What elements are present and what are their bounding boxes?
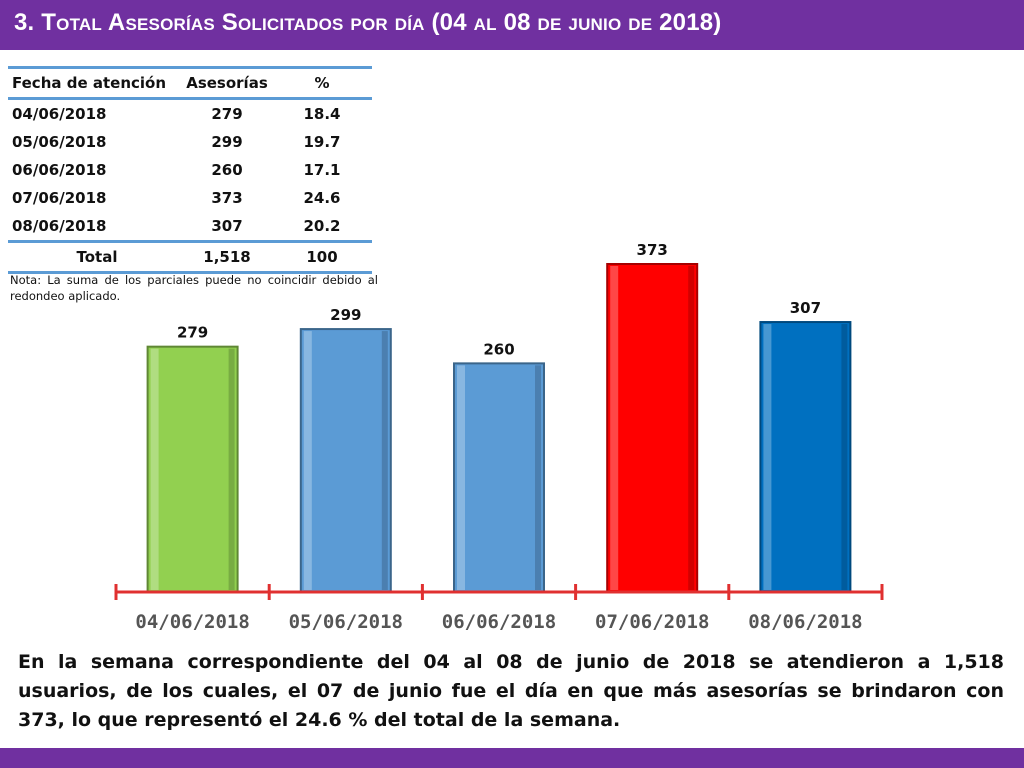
- data-table: Fecha de atención Asesorías % 04/06/2018…: [8, 66, 372, 274]
- bar: [759, 321, 852, 593]
- header-percent: %: [314, 74, 330, 92]
- bar-shadow: [841, 324, 848, 590]
- cell-date: 04/06/2018: [12, 105, 107, 123]
- summary-paragraph: En la semana correspondiente del 04 al 0…: [18, 651, 1004, 731]
- cell-count: 279: [211, 105, 243, 123]
- total-label: Total: [76, 248, 118, 266]
- x-tick-label: 08/06/2018: [748, 611, 862, 633]
- cell-date: 07/06/2018: [12, 189, 107, 207]
- bar-group: [453, 362, 545, 593]
- cell-percent: 19.7: [303, 133, 341, 151]
- bar-shadow: [228, 348, 235, 590]
- cell-percent: 18.4: [303, 105, 341, 123]
- cell-count: 299: [211, 133, 243, 151]
- cell-count: 260: [211, 161, 243, 179]
- bar-shadow: [535, 365, 541, 590]
- bar: [299, 328, 392, 593]
- cell-count: 307: [211, 217, 243, 235]
- table-row: 05/06/2018 299 19.7: [8, 128, 372, 156]
- bar-highlight: [763, 324, 772, 590]
- total-percent: 100: [306, 248, 338, 266]
- bar: [146, 345, 239, 593]
- header-fecha: Fecha de atención: [12, 74, 167, 92]
- bar: [453, 362, 545, 593]
- total-count: 1,518: [203, 248, 251, 266]
- bar-highlight: [303, 331, 312, 590]
- cell-date: 05/06/2018: [12, 133, 107, 151]
- cell-count: 373: [211, 189, 243, 207]
- table-note: Nota: La suma de los parciales puede no …: [10, 273, 378, 303]
- x-tick-label: 04/06/2018: [135, 611, 249, 633]
- table-row: 08/06/2018 307 20.2: [8, 212, 372, 242]
- bar-highlight: [457, 365, 465, 590]
- bar-group: [299, 328, 392, 593]
- cell-percent: 17.1: [303, 161, 341, 179]
- table-row: 06/06/2018 260 17.1: [8, 156, 372, 184]
- data-label: 299: [330, 306, 361, 324]
- bar-group: [606, 263, 699, 593]
- data-label: 279: [177, 324, 208, 342]
- data-label: 373: [637, 241, 668, 259]
- table-header-row: Fecha de atención Asesorías %: [8, 67, 372, 99]
- x-tick-label: 07/06/2018: [595, 611, 709, 633]
- bar: [606, 263, 699, 593]
- bar-shadow: [688, 266, 695, 590]
- cell-percent: 24.6: [303, 189, 341, 207]
- bar-group: [146, 345, 239, 593]
- title-banner: 3. Total Asesorías Solicitados por día (…: [0, 0, 1024, 50]
- bar-highlight: [610, 266, 619, 590]
- cell-date: 06/06/2018: [12, 161, 107, 179]
- bar-shadow: [381, 331, 388, 590]
- footer-bar: [0, 748, 1024, 768]
- cell-date: 08/06/2018: [12, 217, 107, 235]
- bar-group: [759, 321, 852, 593]
- data-label: 307: [790, 299, 821, 317]
- slide-title: 3. Total Asesorías Solicitados por día (…: [14, 9, 722, 36]
- data-label: 260: [483, 340, 514, 358]
- header-asesorias: Asesorías: [186, 74, 268, 92]
- bar-highlight: [150, 348, 159, 590]
- x-tick-label: 05/06/2018: [289, 611, 403, 633]
- table-total-row: Total 1,518 100: [8, 241, 372, 273]
- table-row: 04/06/2018 279 18.4: [8, 99, 372, 129]
- cell-percent: 20.2: [303, 217, 341, 235]
- table-row: 07/06/2018 373 24.6: [8, 184, 372, 212]
- x-tick-label: 06/06/2018: [442, 611, 556, 633]
